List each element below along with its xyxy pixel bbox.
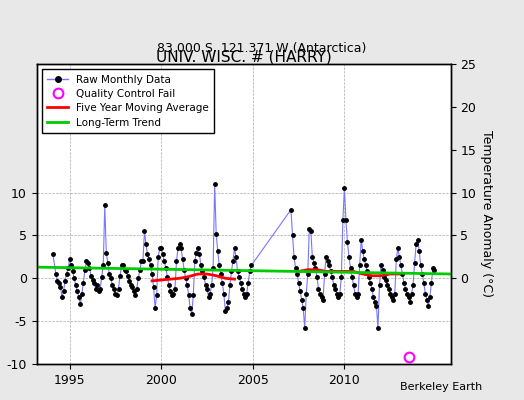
Legend: Raw Monthly Data, Quality Control Fail, Five Year Moving Average, Long-Term Tren: Raw Monthly Data, Quality Control Fail, …: [42, 69, 214, 133]
Text: 83.000 S, 121.371 W (Antarctica): 83.000 S, 121.371 W (Antarctica): [157, 42, 367, 55]
Text: Berkeley Earth: Berkeley Earth: [400, 382, 482, 392]
Title: UNIV. WISC. # (HARRY): UNIV. WISC. # (HARRY): [156, 49, 332, 64]
Y-axis label: Temperature Anomaly (°C): Temperature Anomaly (°C): [480, 130, 493, 298]
